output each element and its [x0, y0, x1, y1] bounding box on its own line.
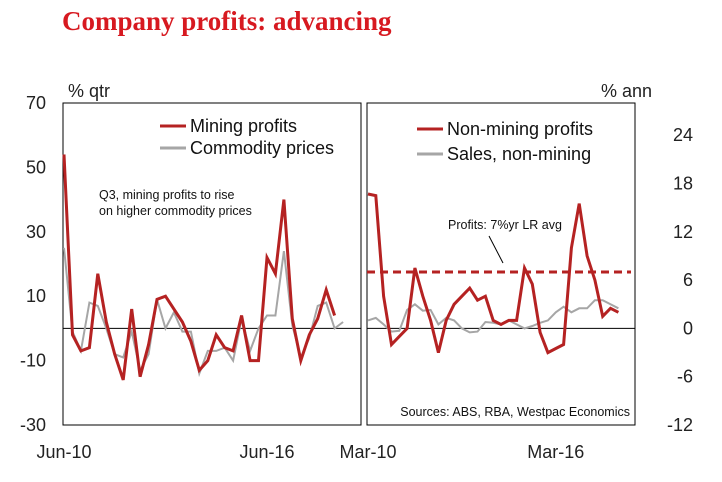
annotation-line-2: on higher commodity prices — [99, 204, 252, 218]
non-mining-profits-line — [367, 192, 620, 355]
left-y-tick-label: 30 — [26, 222, 46, 242]
left-y-tick-label: 10 — [26, 286, 46, 306]
chart-title: Company profits: advancing — [62, 6, 392, 36]
right-y-tick-label: 6 — [683, 270, 693, 290]
right-y-tick-label: 0 — [683, 318, 693, 338]
right-y-tick-label: -12 — [667, 415, 693, 435]
left-unit-label: % qtr — [68, 81, 110, 101]
right-x-tick-label: Mar-10 — [339, 442, 396, 462]
left-x-tick-label: Jun-10 — [36, 442, 91, 462]
right-y-tick-label: 24 — [673, 125, 693, 145]
legend-mining-profits-label: Mining profits — [190, 116, 297, 136]
right-panel-frame — [366, 102, 636, 426]
left-x-tick-label: Jun-16 — [239, 442, 294, 462]
left-x-axis-ticks: Jun-10 Jun-16 — [36, 442, 294, 462]
left-y-tick-label: -30 — [20, 415, 46, 435]
right-y-axis-ticks: 24 18 12 6 0 -6 -12 — [667, 125, 693, 435]
right-y-tick-label: -6 — [677, 367, 693, 387]
lr-average-pointer — [488, 235, 504, 264]
left-y-tick-label: 50 — [26, 157, 46, 177]
right-x-tick-label: Mar-16 — [527, 442, 584, 462]
right-y-tick-label: 12 — [673, 222, 693, 242]
mining-profits-line — [62, 154, 337, 381]
right-y-tick-label: 18 — [673, 174, 693, 194]
lr-average-label: Profits: 7%yr LR avg — [448, 218, 562, 232]
annotation-line-1: Q3, mining profits to rise — [99, 188, 235, 202]
right-unit-label: % ann — [601, 81, 652, 101]
legend-commodity-prices-label: Commodity prices — [190, 138, 334, 158]
right-x-axis-ticks: Mar-10 Mar-16 — [339, 442, 584, 462]
left-y-tick-label: -10 — [20, 351, 46, 371]
legend-sales-non-mining-label: Sales, non-mining — [447, 144, 591, 164]
left-panel-frame — [62, 102, 362, 426]
left-y-axis-ticks: 70 50 30 10 -10 -30 — [20, 93, 46, 435]
source-note: Sources: ABS, RBA, Westpac Economics — [400, 405, 630, 419]
legend-non-mining-profits-label: Non-mining profits — [447, 119, 593, 139]
left-y-tick-label: 70 — [26, 93, 46, 113]
